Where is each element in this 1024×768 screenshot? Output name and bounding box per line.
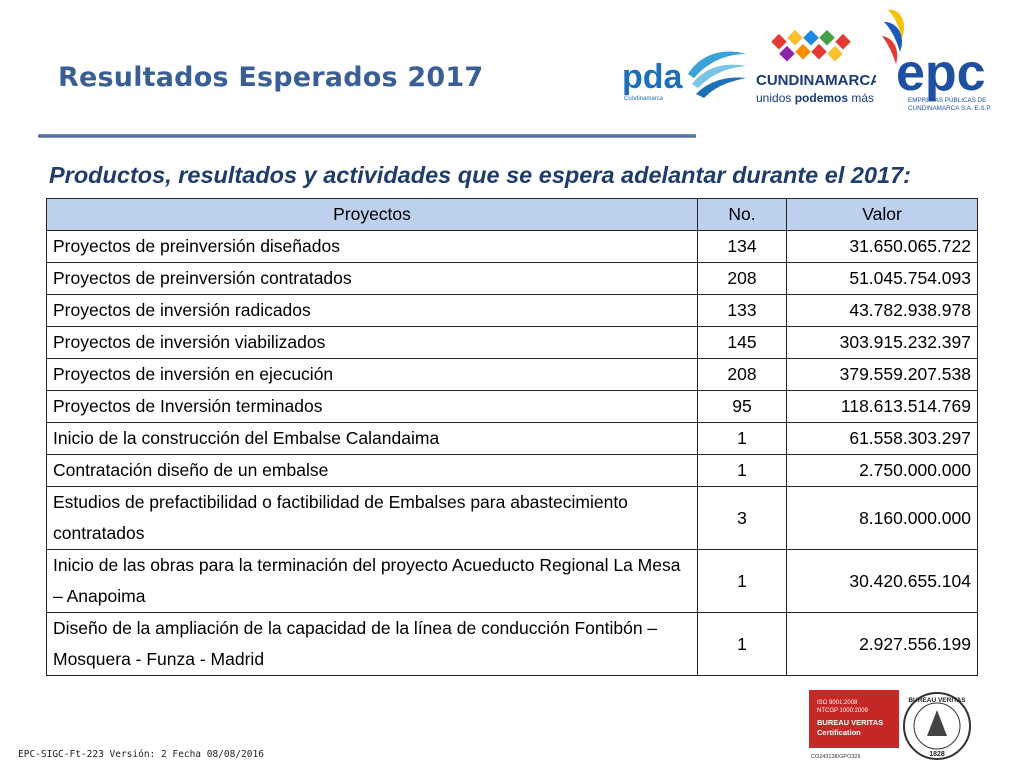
project-count-cell: 208 [697,262,787,295]
table-header-row: Proyectos No. Valor [46,198,978,231]
project-name-cell: Proyectos de inversión viabilizados [46,326,698,359]
results-table: Proyectos No. Valor Proyectos de preinve… [46,198,978,676]
pda-wave-icon [688,51,746,78]
certification-line3: BUREAU VERITAS [817,718,883,727]
project-name-cell: Inicio de las obras para la terminación … [46,549,698,613]
cundinamarca-emblem-icon [771,30,851,62]
table-row: Diseño de la ampliación de la capacidad … [46,612,978,676]
project-value-cell: 118.613.514.769 [786,390,978,423]
cundinamarca-logo-text: CUNDINAMARCA [756,72,876,89]
seal-text: BUREAU VERITAS [908,697,966,704]
certification-red-panel [809,690,899,748]
pda-logo-text: pda [622,58,684,96]
project-value-cell: 43.782.938.978 [786,294,978,327]
pda-logo-subtext: Cundinamarca [624,96,664,102]
table-row: Inicio de la construcción del Embalse Ca… [46,422,978,455]
project-name-cell: Proyectos de inversión radicados [46,294,698,327]
project-value-cell: 379.559.207.538 [786,358,978,391]
project-count-cell: 1 [697,612,787,676]
table-caption: Productos, resultados y actividades que … [49,162,912,188]
certification-line1: ISO 9001:2008 [817,700,858,706]
table-row: Proyectos de preinversión diseñados 134 … [46,230,978,263]
project-name-cell: Diseño de la ampliación de la capacidad … [46,612,698,676]
project-value-cell: 8.160.000.000 [786,486,978,550]
project-count-cell: 1 [697,549,787,613]
epc-logo-line2: CUNDINAMARCA S.A. E.S.P. [908,105,992,112]
column-header-valor: Valor [786,198,978,231]
column-header-no: No. [697,198,787,231]
project-count-cell: 1 [697,422,787,455]
project-value-cell: 51.045.754.093 [786,262,978,295]
table-row: Inicio de las obras para la terminación … [46,549,978,613]
table-row: Estudios de prefactibilidad o factibilid… [46,486,978,550]
certification-line2: NTCGP 1000:2009 [817,708,869,714]
project-name-cell: Proyectos de preinversión diseñados [46,230,698,263]
project-name-cell: Proyectos de preinversión contratados [46,262,698,295]
certification-badge: ISO 9001:2008 NTCGP 1000:2009 BUREAU VER… [809,690,971,760]
certification-line4: Certification [817,728,861,737]
cundinamarca-slogan: unidos podemos más [756,91,874,105]
epc-logo: epc EMPRESAS PÚBLICAS DE CUNDINAMARCA S.… [882,9,992,112]
table-row: Proyectos de inversión viabilizados 145 … [46,326,978,359]
project-count-cell: 1 [697,454,787,487]
project-count-cell: 3 [697,486,787,550]
table-row: Proyectos de Inversión terminados 95 118… [46,390,978,423]
certification-code: CO243138/GPO326 [811,754,861,760]
cundinamarca-logo: CUNDINAMARCA unidos podemos más [756,30,876,105]
seal-year: 1828 [929,751,945,758]
project-value-cell: 61.558.303.297 [786,422,978,455]
epc-logo-text: epc [896,44,986,102]
project-value-cell: 2.927.556.199 [786,612,978,676]
project-count-cell: 133 [697,294,787,327]
project-count-cell: 208 [697,358,787,391]
project-value-cell: 303.915.232.397 [786,326,978,359]
bureau-veritas-seal-icon: BUREAU VERITAS 1828 [903,692,971,760]
column-header-proyectos: Proyectos [46,198,698,231]
page-title: Resultados Esperados 2017 [58,62,484,93]
epc-swoosh-icon [882,9,905,64]
project-name-cell: Contratación diseño de un embalse [46,454,698,487]
project-name-cell: Proyectos de Inversión terminados [46,390,698,423]
project-name-cell: Estudios de prefactibilidad o factibilid… [46,486,698,550]
epc-logo-line1: EMPRESAS PÚBLICAS DE [908,95,986,104]
document-footer-code: EPC-SIGC-Ft-223 Versión: 2 Fecha 08/08/2… [18,749,264,760]
project-count-cell: 145 [697,326,787,359]
title-underline [38,134,696,138]
table-row: Proyectos de preinversión contratados 20… [46,262,978,295]
project-count-cell: 134 [697,230,787,263]
pda-logo: pda Cundinamarca [622,51,746,102]
project-name-cell: Proyectos de inversión en ejecución [46,358,698,391]
table-row: Proyectos de inversión en ejecución 208 … [46,358,978,391]
project-value-cell: 2.750.000.000 [786,454,978,487]
project-count-cell: 95 [697,390,787,423]
table-row: Contratación diseño de un embalse 1 2.75… [46,454,978,487]
project-value-cell: 30.420.655.104 [786,549,978,613]
project-name-cell: Inicio de la construcción del Embalse Ca… [46,422,698,455]
project-value-cell: 31.650.065.722 [786,230,978,263]
table-row: Proyectos de inversión radicados 133 43.… [46,294,978,327]
